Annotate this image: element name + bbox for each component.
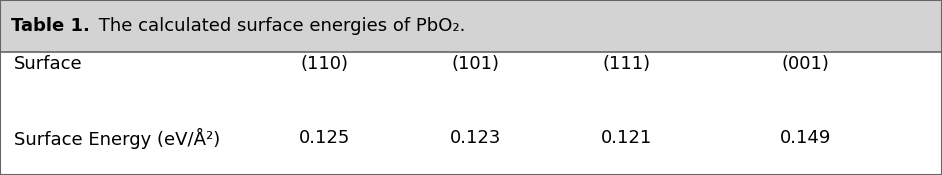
Text: Table 1.: Table 1.	[11, 17, 90, 35]
Text: (111): (111)	[602, 55, 651, 73]
Text: (001): (001)	[782, 55, 829, 73]
Text: Surface: Surface	[14, 55, 83, 73]
Text: (101): (101)	[452, 55, 499, 73]
Bar	[0, 0, 942, 52]
Text: 0.121: 0.121	[601, 129, 652, 147]
Text: 0.123: 0.123	[450, 129, 501, 147]
Text: 0.125: 0.125	[300, 129, 350, 147]
Text: The calculated surface energies of PbO₂.: The calculated surface energies of PbO₂.	[93, 17, 465, 35]
Text: 0.149: 0.149	[780, 129, 831, 147]
Text: Surface Energy (eV/Å²): Surface Energy (eV/Å²)	[14, 128, 220, 149]
Text: (110): (110)	[301, 55, 349, 73]
